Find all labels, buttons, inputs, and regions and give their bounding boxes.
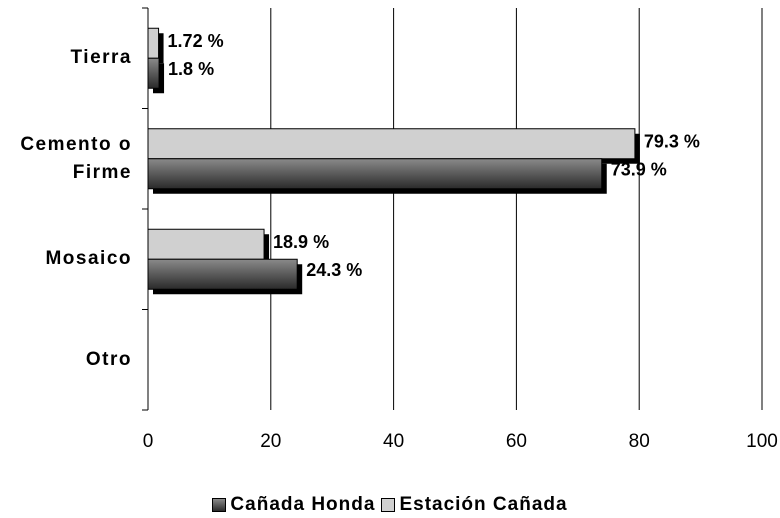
x-tick-label: 80 xyxy=(629,431,650,452)
bar xyxy=(147,228,265,260)
y-tick-label: Mosaico xyxy=(45,248,132,270)
data-label: 24.3 % xyxy=(306,260,362,280)
bar xyxy=(147,27,160,59)
y-tick-label: Tierra xyxy=(70,47,132,69)
data-label: 1.8 % xyxy=(168,59,214,79)
data-label: 79.3 % xyxy=(644,132,700,152)
x-tick-label: 20 xyxy=(260,431,281,452)
legend-label: Estación Cañada xyxy=(399,494,568,515)
x-tick-label: 0 xyxy=(143,431,154,452)
legend-swatch xyxy=(381,498,396,512)
x-tick-label: 40 xyxy=(383,431,404,452)
y-tick-label: Otro xyxy=(85,348,132,370)
data-label: 18.9 % xyxy=(273,232,329,252)
x-tick-label: 100 xyxy=(746,431,778,452)
bar xyxy=(147,258,298,290)
legend: Cañada Honda Estación Cañada xyxy=(0,494,780,518)
legend-label: Cañada Honda xyxy=(230,494,376,515)
y-tick-label: Cemento o Firme xyxy=(20,133,132,183)
legend-item: Cañada Honda xyxy=(212,494,375,516)
legend-swatch xyxy=(212,498,227,512)
data-label: 1.72 % xyxy=(168,31,224,51)
bar xyxy=(147,158,603,190)
bar xyxy=(147,128,636,160)
x-tick-label: 60 xyxy=(506,431,527,452)
bar xyxy=(147,57,160,89)
data-label: 73.9 % xyxy=(611,160,667,180)
legend-item: Estación Cañada xyxy=(381,494,567,516)
